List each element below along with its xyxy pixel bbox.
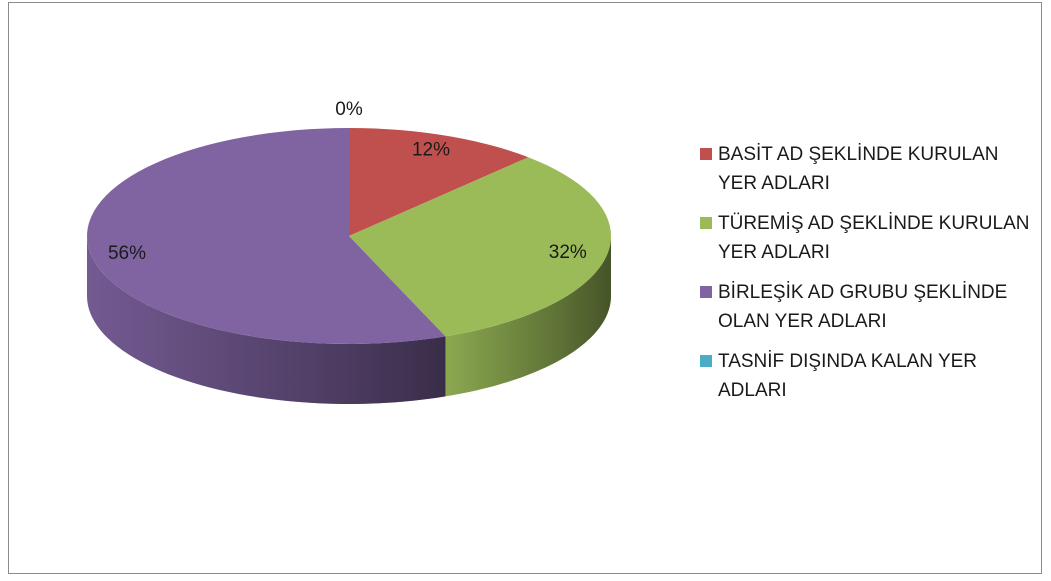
legend-label-birlesik: BİRLEŞİK AD GRUBU ŞEKLİNDE OLAN YER ADLA… [718,282,1008,332]
legend-swatch-basit [700,148,712,160]
data-label-basit: 12% [412,140,450,161]
legend-label-tasnif: TASNİF DIŞINDA KALAN YER ADLARI [718,351,978,401]
legend-item-turemis: TÜREMİŞ AD ŞEKLİNDE KURULAN YER ADLARI [700,209,1040,267]
data-label-tasnif: 0% [335,99,363,120]
legend-swatch-tasnif [700,355,712,367]
legend-item-basit: BASİT AD ŞEKLİNDE KURULAN YER ADLARI [700,140,1040,198]
pie-slice-basit [349,128,529,236]
legend-label-basit: BASİT AD ŞEKLİNDE KURULAN YER ADLARI [718,144,999,194]
pie-slice-birlesik [87,128,446,344]
pie-side-shade-birlesik [87,236,446,404]
pie-side-shade-turemis [445,236,611,397]
data-label-birlesik: 56% [108,243,146,264]
legend-swatch-turemis [700,217,712,229]
data-label-turemis: 32% [549,242,587,263]
legend-swatch-birlesik [700,286,712,298]
pie-slice-turemis [349,157,611,337]
legend-item-tasnif: TASNİF DIŞINDA KALAN YER ADLARI [700,347,1040,405]
legend: BASİT AD ŞEKLİNDE KURULAN YER ADLARI TÜR… [700,140,1040,416]
legend-item-birlesik: BİRLEŞİK AD GRUBU ŞEKLİNDE OLAN YER ADLA… [700,278,1040,336]
legend-label-turemis: TÜREMİŞ AD ŞEKLİNDE KURULAN YER ADLARI [718,213,1030,263]
